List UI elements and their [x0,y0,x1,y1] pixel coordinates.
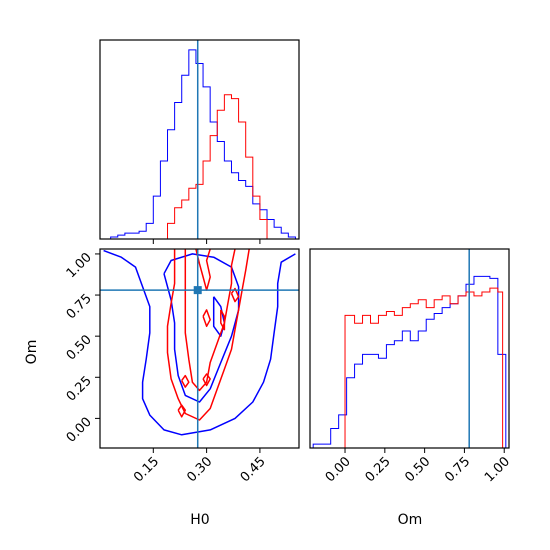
contour-series-2-level-1 [166,249,250,421]
contour-series-2-level-4 [202,309,211,328]
om-xtick-label-2: 0.25 [363,454,394,485]
om-marginal-panel: 0.00 0.25 0.50 0.75 1.00 [309,248,513,485]
joint-frame [99,248,300,449]
joint-ytick-label-2: 0.25 [64,374,95,405]
contour-series-2-level-9 [177,404,187,418]
joint-xtick-label-3: 0.45 [238,454,269,485]
joint-contour-panel: 0.15 0.30 0.45 0.00 0.25 0.50 0.75 1.00 [64,248,300,485]
joint-xtick-label-1: 0.15 [131,454,162,485]
om-hist-series-1 [312,275,507,448]
joint-ytick-label-4: 0.75 [64,291,95,322]
h0-marginal-panel [99,39,300,244]
h0-marginal-plot-area [110,40,296,239]
om-hist-series-2 [344,287,504,448]
joint-truth-marker [193,286,202,295]
om-marginal-plot-area [312,249,507,448]
contour-series-1-level-3 [212,296,226,337]
contour-series-1-level-1 [103,249,296,436]
y-axis-label-om: Om [24,340,40,365]
joint-xtick-label-2: 0.30 [184,454,215,485]
joint-ytick-label-5: 1.00 [64,250,95,281]
x-axis-label-h0: H0 [190,512,209,528]
joint-plot-area [100,249,299,448]
joint-ytick-label-3: 0.50 [64,332,95,363]
om-marginal-frame [309,248,510,449]
contour-series-1-level-2 [163,253,240,403]
x-axis-label-om: Om [398,512,423,528]
joint-ytick-label-1: 0.00 [64,415,95,446]
om-xtick-label-5: 1.00 [482,454,513,485]
contour-series-2-level-2 [184,249,236,392]
h0-hist-series-2 [167,94,268,239]
om-xtick-label-1: 0.00 [323,454,354,485]
om-xtick-label-4: 0.75 [442,454,473,485]
contour-series-2-level-7 [202,373,211,387]
om-xtick-label-3: 0.50 [402,454,433,485]
h0-hist-series-1 [110,49,296,239]
contour-series-2-level-6 [181,374,190,388]
h0-marginal-frame [99,39,300,240]
contour-series-2-level-5 [220,309,226,331]
